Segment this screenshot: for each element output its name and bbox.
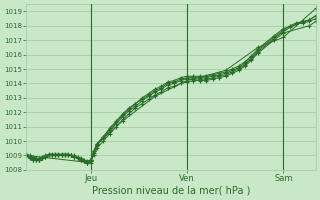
X-axis label: Pression niveau de la mer( hPa ): Pression niveau de la mer( hPa ): [92, 186, 250, 196]
